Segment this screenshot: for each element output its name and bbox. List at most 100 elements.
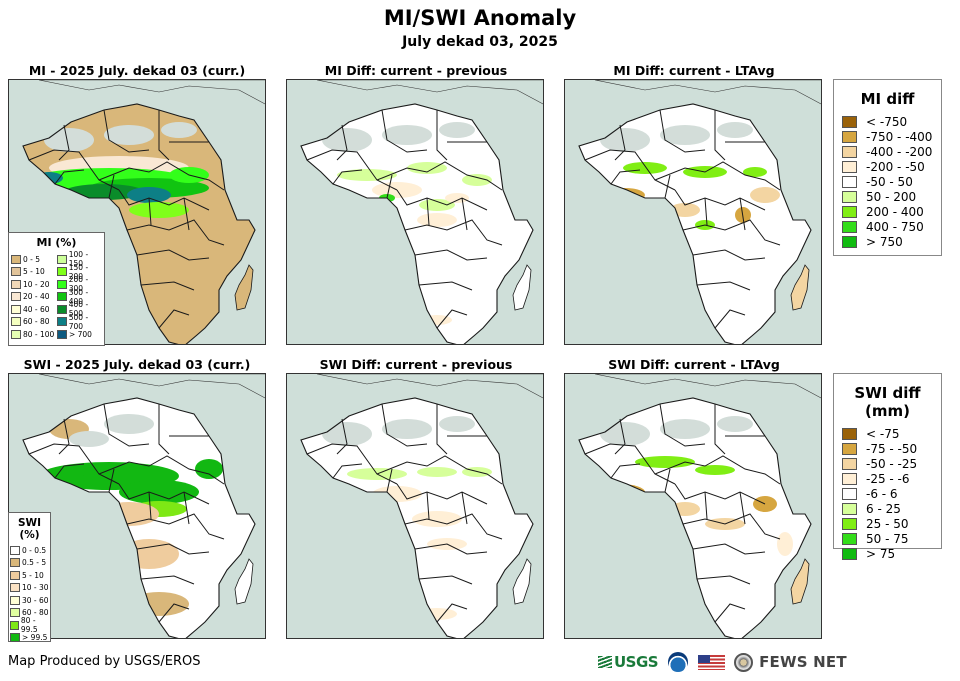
country-border bbox=[332, 463, 363, 479]
legend-item: -750 - -400 bbox=[842, 129, 941, 144]
madagascar bbox=[234, 264, 254, 311]
legend-label: 50 - 75 bbox=[866, 531, 909, 546]
country-border bbox=[682, 219, 781, 246]
data-region bbox=[382, 125, 432, 145]
country-border bbox=[98, 161, 225, 191]
legend-swatch bbox=[10, 570, 20, 580]
legend-swatch bbox=[842, 115, 857, 128]
country-border bbox=[28, 443, 120, 485]
country-border bbox=[654, 455, 781, 485]
country-border bbox=[714, 110, 726, 161]
country-border bbox=[436, 603, 468, 623]
map-canvas bbox=[300, 374, 543, 638]
europe-outline bbox=[316, 80, 543, 105]
legend-mi-diff: MI diff < -750 -750 - -400 -400 - -200 -200… bbox=[833, 79, 942, 256]
legend-label: 50 - 200 bbox=[866, 189, 917, 204]
legend-item: 20 - 40 bbox=[11, 291, 57, 304]
legend-label: 25 - 50 bbox=[866, 516, 909, 531]
logo-strip: USGS FEWS NET bbox=[598, 651, 847, 673]
legend-swatch bbox=[842, 190, 857, 203]
africa-coastline bbox=[300, 397, 534, 638]
country-border bbox=[381, 109, 428, 153]
map-canvas bbox=[578, 80, 821, 344]
legend-item: -75 - -50 bbox=[842, 441, 941, 456]
legend-label: -6 - 6 bbox=[866, 486, 898, 501]
legend-label: 0.5 - 5 bbox=[22, 558, 47, 568]
legend-title: MI (%) bbox=[36, 236, 77, 249]
data-region bbox=[593, 185, 617, 195]
europe-outline bbox=[38, 374, 265, 399]
country-border bbox=[659, 403, 706, 447]
madagascar bbox=[790, 558, 810, 605]
data-region bbox=[129, 202, 189, 218]
legend-swatch bbox=[842, 235, 857, 248]
data-region bbox=[412, 511, 462, 527]
country-border bbox=[436, 309, 468, 329]
legend-swatch bbox=[842, 472, 857, 485]
country-border bbox=[158, 309, 190, 329]
country-border bbox=[58, 124, 70, 161]
country-border bbox=[584, 149, 676, 191]
country-border bbox=[332, 169, 363, 185]
legend-label: 10 - 30 bbox=[22, 583, 49, 593]
data-region bbox=[660, 125, 710, 145]
legend-item: 10 - 30 bbox=[10, 582, 50, 595]
africa-landmass bbox=[301, 104, 533, 344]
usgs-logo: USGS bbox=[598, 653, 659, 671]
legend-swatch bbox=[842, 502, 857, 515]
legend-swatch bbox=[842, 532, 857, 545]
country-border bbox=[664, 468, 671, 493]
legend-title: MI diff bbox=[860, 90, 915, 108]
data-region bbox=[104, 125, 154, 145]
legend-item: 30 - 60 bbox=[10, 594, 50, 607]
panel-title-mi-current: MI - 2025 July. dekad 03 (curr.) bbox=[28, 63, 246, 78]
legend-swatch bbox=[842, 517, 857, 530]
legend-item: -50 - -25 bbox=[842, 456, 941, 471]
country-border bbox=[704, 197, 708, 226]
country-border bbox=[396, 483, 488, 505]
country-border bbox=[654, 161, 781, 191]
legend-label: 0 - 0.5 bbox=[22, 545, 47, 555]
data-region bbox=[600, 422, 650, 446]
country-border bbox=[436, 110, 448, 161]
country-border bbox=[381, 403, 428, 447]
legend-item: -50 - 50 bbox=[842, 174, 941, 189]
data-region bbox=[695, 465, 735, 475]
country-border bbox=[103, 109, 150, 153]
country-border bbox=[461, 197, 468, 231]
legend-item: 100 - 150 bbox=[56, 250, 104, 269]
legend-label: 80 - 100 bbox=[23, 329, 55, 339]
data-region bbox=[44, 474, 94, 490]
legend-item: 80 - 100 bbox=[11, 328, 57, 341]
africa-coastline bbox=[578, 397, 812, 638]
country-border bbox=[461, 491, 468, 525]
data-region bbox=[195, 459, 223, 479]
country-border bbox=[414, 543, 488, 555]
data-region bbox=[322, 128, 372, 152]
europe-outline bbox=[38, 80, 265, 105]
country-border bbox=[306, 443, 398, 485]
legend-label: 150 - 200 bbox=[68, 262, 89, 281]
map-mi-diff-ltavg bbox=[564, 79, 822, 345]
legend-label: -75 - -50 bbox=[866, 441, 918, 456]
legend-item: 200 - 300 bbox=[56, 275, 104, 293]
data-region bbox=[382, 419, 432, 439]
legend-label: > 75 bbox=[866, 546, 896, 561]
data-region bbox=[670, 502, 700, 516]
data-region bbox=[417, 608, 457, 620]
legend-swatch bbox=[56, 267, 67, 277]
data-region bbox=[717, 122, 753, 138]
country-border bbox=[739, 197, 746, 231]
legend-label: 100 - 150 bbox=[68, 250, 89, 269]
legend-swatch bbox=[842, 220, 857, 233]
africa-coastline bbox=[300, 103, 534, 344]
data-region bbox=[322, 422, 372, 446]
legend-swatch bbox=[842, 427, 857, 440]
legend-swatch bbox=[842, 145, 857, 158]
country-border bbox=[376, 161, 503, 191]
legend-swatch bbox=[842, 487, 857, 500]
legend-label: 40 - 60 bbox=[23, 304, 50, 314]
us-flag-icon bbox=[698, 654, 726, 670]
legend-swatch bbox=[56, 279, 67, 289]
data-region bbox=[595, 484, 645, 500]
